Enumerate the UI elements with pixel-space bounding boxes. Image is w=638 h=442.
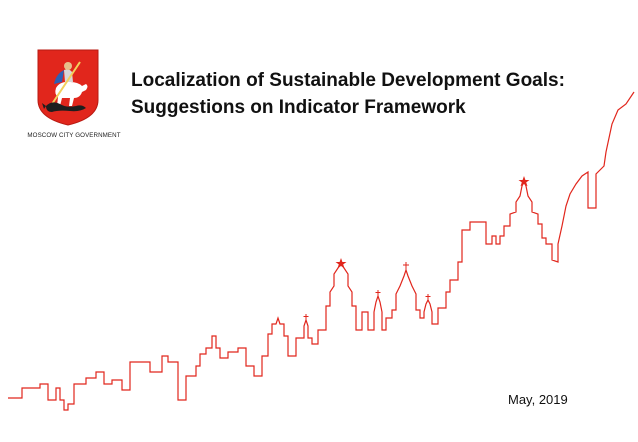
organization-name: MOSCOW CITY GOVERNMENT	[27, 132, 121, 139]
title-line-1: Localization of Sustainable Development …	[131, 70, 565, 91]
moscow-coat-of-arms-icon	[37, 49, 99, 126]
page-title: Localization of Sustainable Development …	[131, 67, 565, 121]
presentation-date: May, 2019	[508, 392, 568, 407]
title-line-2: Suggestions on Indicator Framework	[131, 97, 466, 118]
